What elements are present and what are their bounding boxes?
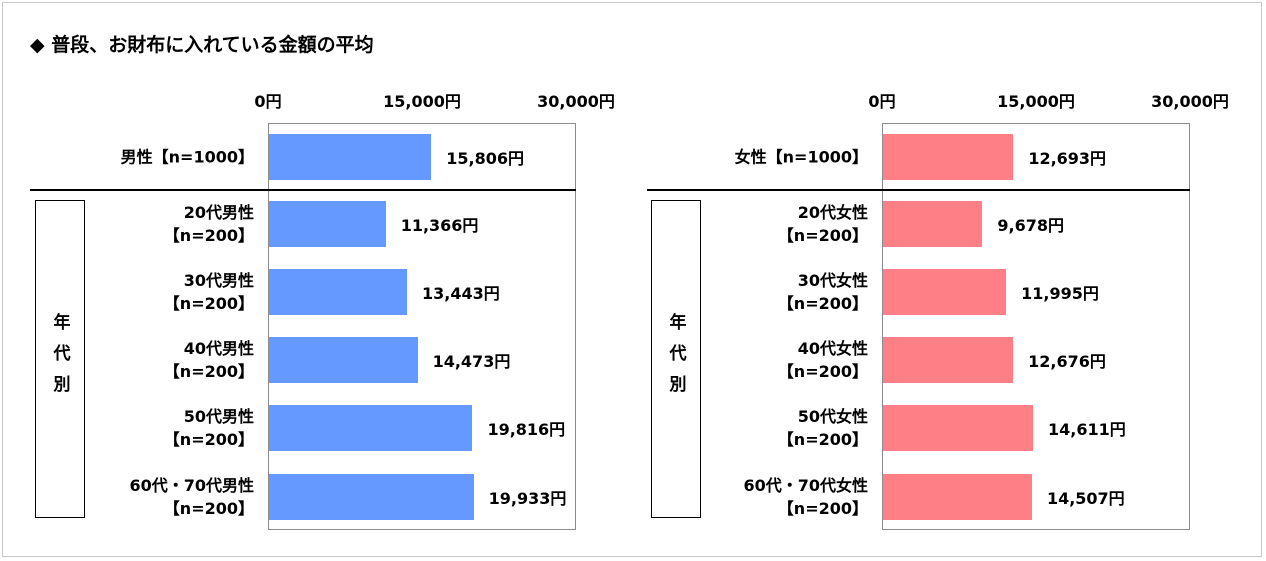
category-label: 60代・70代女性 【n=200】 xyxy=(743,476,868,518)
chart-title: ◆ 普段、お財布に入れている金額の平均 xyxy=(30,34,374,56)
bar xyxy=(269,405,473,451)
x-tick-label: 15,000円 xyxy=(383,92,461,111)
x-tick-label: 30,000円 xyxy=(537,92,615,111)
age-group-box: 年代別 xyxy=(35,200,85,518)
age-group-label: 年代別 xyxy=(49,312,70,406)
x-tick-label: 15,000円 xyxy=(997,92,1075,111)
data-label: 14,473円 xyxy=(432,352,511,371)
bar xyxy=(269,201,386,247)
category-label: 女性【n=1000】 xyxy=(734,147,868,167)
category-label: 40代女性 【n=200】 xyxy=(777,339,868,381)
data-label: 19,933円 xyxy=(488,489,567,508)
age-group-label: 年代別 xyxy=(665,312,686,406)
group-separator xyxy=(647,189,1190,191)
bar xyxy=(269,269,407,315)
x-tick-label: 30,000円 xyxy=(1151,92,1229,111)
bar xyxy=(883,405,1033,451)
data-label: 15,806円 xyxy=(446,149,525,168)
data-label: 12,676円 xyxy=(1028,352,1106,371)
data-label: 13,443円 xyxy=(422,284,500,303)
data-label: 9,678円 xyxy=(997,216,1064,235)
category-label: 60代・70代男性 【n=200】 xyxy=(129,476,254,518)
category-label: 50代女性 【n=200】 xyxy=(777,407,868,449)
category-label: 40代男性 【n=200】 xyxy=(163,339,254,381)
category-label: 20代男性 【n=200】 xyxy=(163,203,254,245)
x-tick-label: 0円 xyxy=(254,92,282,111)
bar xyxy=(269,337,418,383)
bar xyxy=(883,134,1014,180)
category-label: 50代男性 【n=200】 xyxy=(163,407,254,449)
plot-area xyxy=(882,123,1190,530)
bar xyxy=(883,337,1014,383)
category-label: 30代男性 【n=200】 xyxy=(163,271,254,313)
x-tick-label: 0円 xyxy=(868,92,896,111)
bar xyxy=(269,134,432,180)
data-label: 12,693円 xyxy=(1028,149,1107,168)
category-label: 20代女性 【n=200】 xyxy=(777,203,868,245)
group-separator xyxy=(30,189,576,191)
bar xyxy=(883,201,983,247)
bar xyxy=(883,269,1007,315)
data-label: 11,995円 xyxy=(1021,284,1099,303)
data-label: 19,816円 xyxy=(487,420,566,439)
category-label: 男性【n=1000】 xyxy=(120,147,254,167)
bar xyxy=(883,474,1032,520)
data-label: 14,611円 xyxy=(1048,420,1126,439)
data-label: 11,366円 xyxy=(400,216,479,235)
data-label: 14,507円 xyxy=(1046,489,1125,508)
age-group-box: 年代別 xyxy=(651,200,701,518)
category-label: 30代女性 【n=200】 xyxy=(777,271,868,313)
bar xyxy=(269,474,474,520)
